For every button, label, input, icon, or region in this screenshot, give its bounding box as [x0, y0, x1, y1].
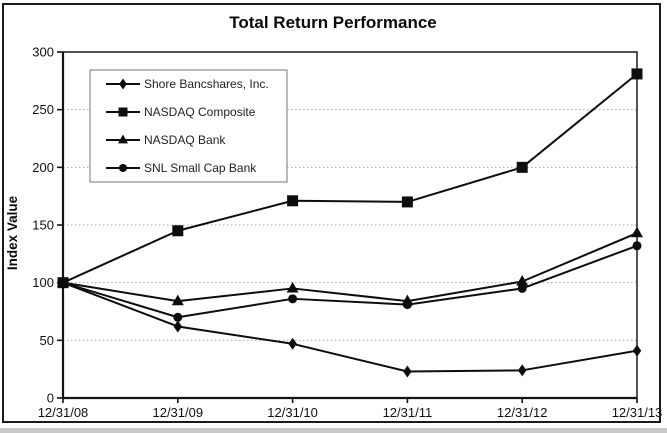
marker-diamond — [632, 344, 642, 357]
marker-circle — [402, 300, 412, 310]
legend-marker-diamond — [119, 78, 127, 90]
y-tick-label: 150 — [32, 218, 54, 233]
marker-diamond — [403, 365, 412, 378]
legend-entry-snl-small-cap-bank: SNL Small Cap Bank — [106, 161, 257, 175]
x-tick-label: 12/31/09 — [152, 405, 203, 420]
y-tick-label: 300 — [32, 45, 54, 60]
figure-bottom-strip — [0, 428, 667, 433]
marker-triangle — [631, 226, 643, 238]
series-snl-small-cap-bank — [58, 241, 642, 322]
marker-triangle — [171, 294, 184, 306]
marker-diamond — [173, 320, 183, 333]
marker-square — [401, 196, 413, 208]
legend-entry-nasdaq-composite: NASDAQ Composite — [106, 105, 256, 119]
marker-square — [287, 195, 299, 207]
legend-label: Shore Bancshares, Inc. — [144, 77, 269, 91]
series-line-shore-bancshares-inc — [62, 281, 638, 373]
series-line-nasdaq-bank — [62, 232, 638, 303]
marker-circle — [632, 241, 642, 251]
x-tick-label: 12/31/08 — [38, 405, 89, 420]
series-nasdaq-bank — [57, 226, 643, 306]
x-tick-label: 12/31/13 — [612, 405, 663, 420]
x-tick-label: 12/31/12 — [497, 405, 548, 420]
y-tick-label: 100 — [32, 275, 54, 290]
legend-entry-nasdaq-bank: NASDAQ Bank — [106, 133, 226, 147]
marker-circle — [173, 312, 183, 322]
legend-label: NASDAQ Composite — [144, 105, 256, 119]
legend-marker-triangle — [118, 134, 128, 144]
marker-square — [516, 161, 528, 173]
marker-circle — [288, 294, 298, 304]
marker-square — [631, 68, 643, 80]
marker-square — [172, 225, 184, 237]
marker-circle — [517, 283, 527, 293]
legend-marker-square — [118, 107, 128, 117]
y-tick-label: 50 — [40, 333, 54, 348]
y-axis-label: Index Value — [5, 195, 20, 270]
series-shore-bancshares-inc — [58, 276, 642, 378]
legend-marker-circle — [118, 163, 128, 173]
marker-circle — [58, 278, 68, 288]
x-tick-label: 12/31/11 — [383, 405, 433, 420]
legend-entry-shore-bancshares-inc: Shore Bancshares, Inc. — [106, 77, 269, 91]
marker-triangle — [286, 281, 299, 293]
marker-diamond — [517, 364, 527, 377]
legend-label: SNL Small Cap Bank — [144, 161, 257, 175]
legend-label: NASDAQ Bank — [144, 133, 226, 147]
y-tick-label: 200 — [32, 160, 54, 175]
marker-diamond — [288, 337, 297, 350]
y-tick-label: 250 — [32, 102, 54, 117]
y-tick-label: 0 — [47, 391, 54, 406]
x-tick-label: 12/31/10 — [267, 405, 318, 420]
marker-triangle — [516, 275, 529, 286]
chart-title: Total Return Performance — [229, 13, 437, 32]
series-line-snl-small-cap-bank — [62, 244, 638, 319]
series-line-nasdaq-composite — [62, 73, 638, 284]
legend: Shore Bancshares, Inc. NASDAQ Composite NA… — [89, 69, 288, 183]
